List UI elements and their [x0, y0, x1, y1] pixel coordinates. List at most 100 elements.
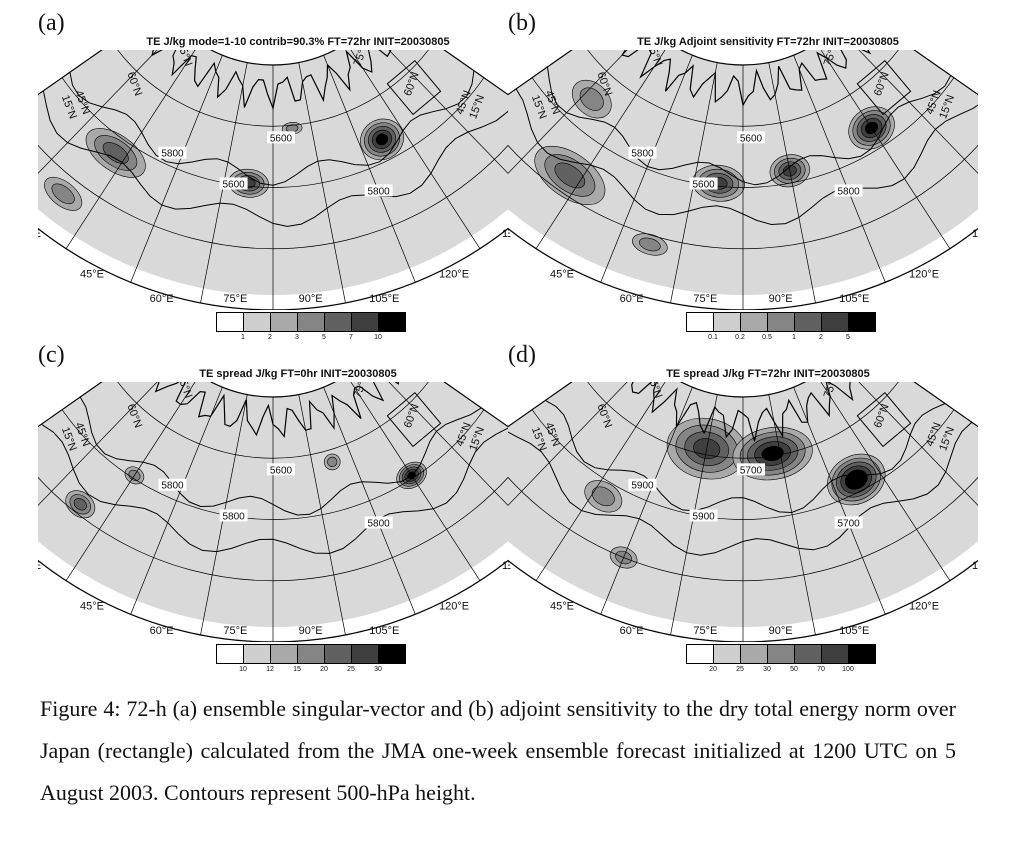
- panel-title: TE spread J/kg FT=72hr INIT=20030805: [666, 368, 870, 380]
- meridian-line: [836, 382, 978, 536]
- contour-label: 5800: [161, 481, 184, 492]
- coastline: [611, 382, 881, 442]
- contour-label-bg: [219, 177, 248, 190]
- longitude-label: 75°E: [693, 293, 717, 305]
- meridian-line: [366, 50, 508, 204]
- meridian-line: [816, 382, 951, 581]
- longitude-label: 135°E: [972, 560, 978, 572]
- contour-label-bg: [158, 146, 187, 159]
- meridian-line: [535, 50, 670, 249]
- meridian-line: [323, 55, 416, 283]
- colorbar: 1 2 3 5 7 10: [216, 312, 406, 344]
- colorbar-swatch: [379, 645, 405, 663]
- longitude-label: 60°E: [620, 293, 644, 305]
- longitude-label: 30°E: [38, 560, 41, 572]
- polar-map: 580056005600580015°N30°N45°N60°N75°N75°N…: [508, 50, 978, 310]
- colorbar-tick: 30: [763, 666, 771, 673]
- meridian-line: [346, 382, 481, 581]
- longitude-label: 30°E: [508, 560, 511, 572]
- panel-letter: (b): [508, 10, 536, 36]
- colorbar-swatch: [244, 313, 271, 331]
- height-contour: [79, 396, 482, 516]
- contour-label-bg: [267, 131, 296, 144]
- colorbar-tick: 70: [817, 666, 825, 673]
- colorbar-tick: 0.1: [708, 334, 718, 341]
- polar-map: 590059005700570015°N30°N45°N60°N75°N75°N…: [508, 382, 978, 642]
- panel-letter: (c): [38, 342, 65, 368]
- contour-label-bg: [628, 478, 657, 491]
- contour-label: 5600: [270, 465, 293, 476]
- longitude-label: 30°E: [508, 228, 511, 240]
- contour-label-bg: [364, 516, 393, 529]
- longitude-label: 135°E: [502, 228, 508, 240]
- contour-label-bg: [737, 131, 766, 144]
- contour-label: 5900: [631, 481, 654, 492]
- meridian-line: [65, 382, 200, 581]
- colorbar-swatch: [217, 645, 244, 663]
- contour-label-bg: [689, 509, 718, 522]
- meridian-line: [793, 55, 886, 283]
- height-contour: [545, 399, 946, 514]
- shaded-field: [73, 498, 87, 511]
- japan-rectangle: [386, 59, 442, 116]
- shaded-field: [591, 486, 615, 507]
- contour-label: 5800: [368, 186, 391, 197]
- japan-rectangle: [386, 391, 442, 448]
- meridian-line: [38, 382, 180, 536]
- meridian-line: [38, 50, 180, 204]
- meridian-line: [366, 382, 508, 536]
- contour-label: 5800: [838, 186, 861, 197]
- contour-label: 5700: [838, 518, 861, 529]
- colorbar-tick: 50: [790, 666, 798, 673]
- contour-label: 5700: [740, 465, 763, 476]
- meridian-line: [836, 50, 978, 204]
- longitude-label: 75°E: [693, 625, 717, 637]
- colorbar-tick: 5: [322, 334, 326, 341]
- contour-label: 5600: [692, 179, 715, 190]
- colorbar-tick: 1: [792, 334, 796, 341]
- longitude-label: 45°E: [550, 269, 574, 281]
- panel-a: (a) TE J/kg mode=1-10 contrib=90.3% FT=72…: [38, 10, 508, 341]
- contour-label: 5800: [368, 518, 391, 529]
- colorbar-tick: 2: [268, 334, 272, 341]
- colorbar-swatch: [795, 645, 822, 663]
- colorbar-swatch: [271, 313, 298, 331]
- meridian-line: [535, 382, 670, 581]
- colorbar-tick: 12: [266, 666, 274, 673]
- colorbar-swatch: [822, 645, 849, 663]
- contour-label-bg: [834, 516, 863, 529]
- colorbar: 0.1 0.2 0.5 1 2 5: [686, 312, 876, 344]
- meridian-line: [130, 387, 223, 615]
- longitude-label: 60°E: [150, 625, 174, 637]
- longitude-label: 90°E: [299, 625, 323, 637]
- meridian-line: [768, 394, 816, 636]
- meridian-line: [323, 387, 416, 615]
- colorbar-swatch: [352, 313, 379, 331]
- colorbar-tick: 20: [709, 666, 717, 673]
- contour-label-bg: [628, 146, 657, 159]
- polar-map: 580058005600580015°N30°N45°N60°N75°N75°N…: [38, 382, 508, 642]
- longitude-label: 135°E: [502, 560, 508, 572]
- colorbar-tick: 30: [374, 666, 382, 673]
- contour-label: 5900: [692, 511, 715, 522]
- panel-letter: (d): [508, 342, 536, 368]
- colorbar-tick: 0.5: [762, 334, 772, 341]
- colorbar-swatch: [325, 645, 352, 663]
- colorbar-tick: 1: [241, 334, 245, 341]
- contour-label: 5600: [270, 133, 293, 144]
- colorbar-swatch: [325, 313, 352, 331]
- meridian-line: [793, 387, 886, 615]
- coastline: [132, 382, 420, 439]
- colorbar-tick: 25: [736, 666, 744, 673]
- colorbar-swatch: [714, 645, 741, 663]
- japan-rectangle: [856, 391, 912, 448]
- colorbar-swatch: [298, 313, 325, 331]
- contour-label: 5600: [740, 133, 763, 144]
- longitude-label: 105°E: [369, 293, 399, 305]
- contour-label: 5800: [222, 511, 245, 522]
- shaded-field: [327, 456, 338, 468]
- panel-d: (d) TE spread J/kg FT=72hr INIT=20030805 5…: [508, 342, 978, 673]
- colorbar-swatch: [379, 313, 405, 331]
- meridian-line: [508, 50, 650, 204]
- contour-label-bg: [158, 478, 187, 491]
